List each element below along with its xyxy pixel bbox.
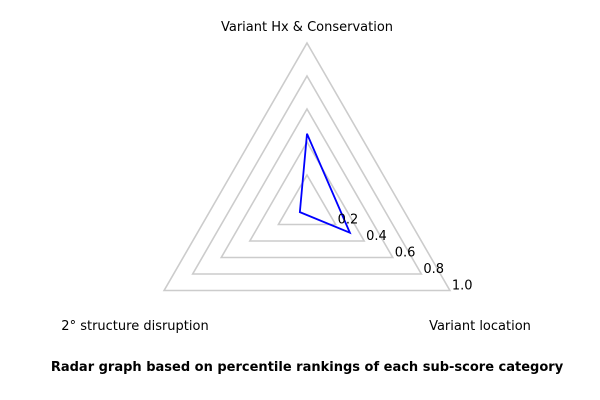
tick-label-2: 0.6 — [395, 246, 416, 261]
tick-label-1: 0.4 — [366, 229, 387, 244]
axis-label-right: Variant location — [429, 319, 531, 334]
grid-ring-3 — [191, 74, 423, 275]
grid-ring-2 — [219, 107, 395, 259]
series-layer — [298, 133, 352, 235]
series-line-0 — [298, 133, 352, 235]
tick-label-3: 0.8 — [423, 262, 444, 277]
axis-label-top: Variant Hx & Conservation — [221, 20, 393, 35]
grid-ring-1 — [248, 140, 366, 242]
chart-caption: Radar graph based on percentile rankings… — [51, 360, 564, 375]
grid-layer — [162, 41, 452, 292]
grid-ring-4 — [162, 41, 452, 292]
axis-label-left: 2° structure disruption — [61, 319, 208, 334]
grid-ring-0 — [277, 173, 337, 226]
tick-label-4: 1.0 — [452, 279, 473, 294]
tick-label-0: 0.2 — [338, 213, 359, 228]
tick-label-layer: 0.2 0.4 0.6 0.8 1.0 — [338, 213, 473, 294]
